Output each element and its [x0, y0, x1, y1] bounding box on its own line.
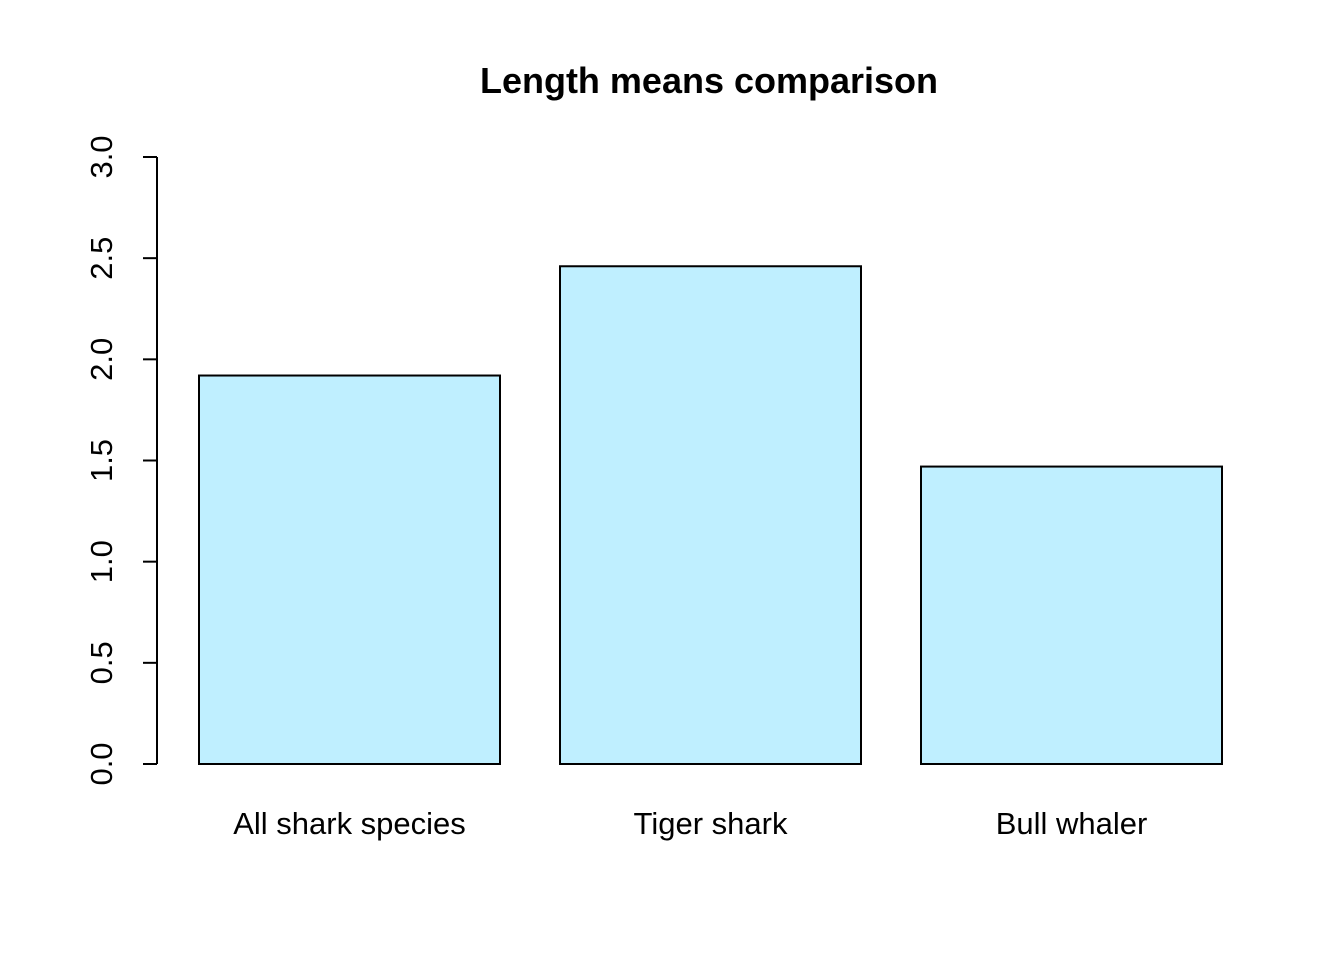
bars [198, 265, 1223, 765]
y-tick-label: 0.0 [84, 742, 119, 785]
y-tick-label: 2.5 [84, 237, 119, 280]
bar-bull-whaler [920, 465, 1223, 765]
chart-title: Length means comparison [480, 60, 938, 101]
y-axis: 0.0 0.5 1.0 1.5 2.0 2.5 3.0 [84, 135, 158, 786]
y-tick-label: 3.0 [84, 135, 119, 178]
x-category-label: All shark species [233, 806, 466, 841]
x-axis-labels: All shark species Tiger shark Bull whaler [233, 806, 1147, 841]
y-tick-label: 2.0 [84, 338, 119, 381]
x-category-label: Bull whaler [996, 806, 1148, 841]
bar-tiger-shark [559, 265, 862, 765]
y-tick-label: 1.0 [84, 540, 119, 583]
y-tick-label: 0.5 [84, 641, 119, 684]
bar-all-shark-species [198, 374, 501, 765]
x-category-label: Tiger shark [634, 806, 788, 841]
y-tick-label: 1.5 [84, 439, 119, 482]
